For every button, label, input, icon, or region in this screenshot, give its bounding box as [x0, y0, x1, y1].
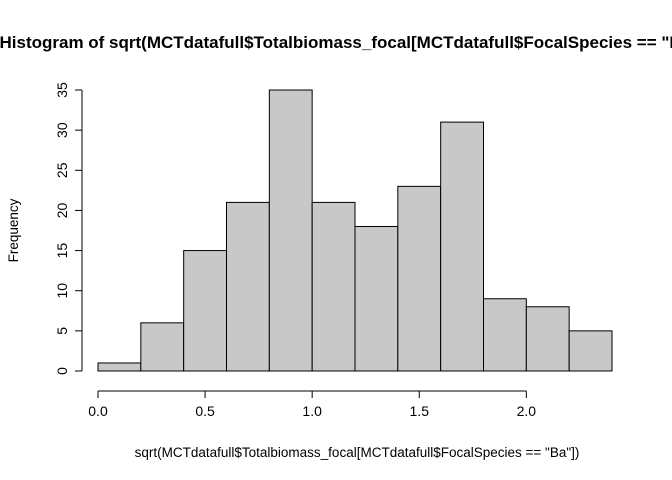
y-axis-label: Frequency	[6, 198, 21, 262]
y-tick-label: 20	[54, 202, 70, 218]
y-tick-label: 35	[54, 82, 70, 98]
histogram-bar-8	[440, 121, 485, 372]
histogram-bar-6	[354, 225, 399, 372]
y-tick-label: 0	[54, 367, 70, 375]
y-tick-label: 25	[54, 162, 70, 178]
y-tick-label: 5	[54, 327, 70, 335]
x-tick-label: 1.0	[302, 403, 322, 419]
x-tick-label: 0.5	[195, 403, 215, 419]
y-tick-label: 30	[54, 122, 70, 138]
y-axis: 0 5 10 15 20 25 30 35	[54, 82, 83, 375]
histogram-bar-4	[268, 89, 313, 372]
histogram-bar-3	[226, 201, 270, 372]
x-tick-label: 0.0	[88, 403, 108, 419]
x-axis-label: sqrt(MCTdatafull$Totalbiomass_focal[MCTd…	[135, 445, 580, 460]
x-tick-label: 1.5	[410, 403, 430, 419]
histogram-bar-1	[140, 322, 185, 372]
histogram-bar-9	[483, 298, 527, 372]
histogram-bar-0	[97, 362, 142, 372]
x-tick-label: 2.0	[517, 403, 537, 419]
histogram-bar-5	[311, 201, 356, 372]
histogram-bar-2	[183, 250, 227, 372]
histogram-bar-10	[525, 306, 570, 372]
chart-title: Histogram of sqrt(MCTdatafull$Totalbioma…	[0, 33, 672, 52]
x-axis: 0.0 0.5 1.0 1.5 2.0	[88, 390, 537, 419]
y-tick-label: 15	[54, 243, 70, 259]
y-tick-label: 10	[54, 283, 70, 299]
bars-group	[97, 89, 613, 372]
histogram-bar-11	[568, 330, 613, 372]
histogram-bar-7	[397, 185, 442, 372]
